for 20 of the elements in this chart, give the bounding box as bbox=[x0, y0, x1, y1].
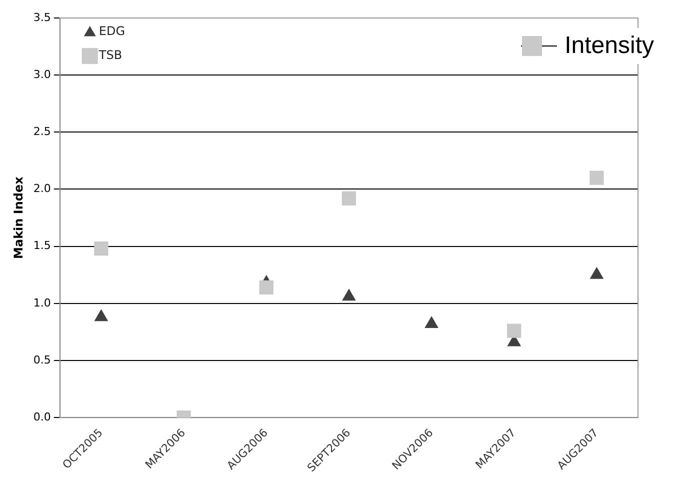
point bbox=[94, 309, 108, 322]
point bbox=[590, 266, 604, 279]
point bbox=[590, 170, 604, 185]
y-tick-label: 3.0 bbox=[33, 68, 51, 81]
y-tick-label: 1.5 bbox=[33, 239, 51, 252]
y-tick-label: 1.0 bbox=[33, 296, 51, 310]
y-tick-label: 0.5 bbox=[33, 353, 51, 366]
point bbox=[342, 191, 356, 206]
y-tick-label: 3.5 bbox=[33, 10, 51, 24]
annotation: Intensity bbox=[564, 32, 654, 60]
y-tick-label: 2.0 bbox=[33, 182, 51, 196]
point bbox=[342, 288, 356, 301]
y-axis-title: Makin Index bbox=[11, 176, 26, 259]
point bbox=[259, 280, 274, 294]
legend-label: EDG bbox=[98, 24, 126, 38]
y-tick-label: 2.5 bbox=[33, 125, 51, 138]
legend-label: TSB bbox=[98, 48, 122, 62]
point bbox=[94, 242, 108, 256]
point bbox=[424, 316, 438, 328]
y-tick-label: 0.0 bbox=[33, 410, 51, 424]
